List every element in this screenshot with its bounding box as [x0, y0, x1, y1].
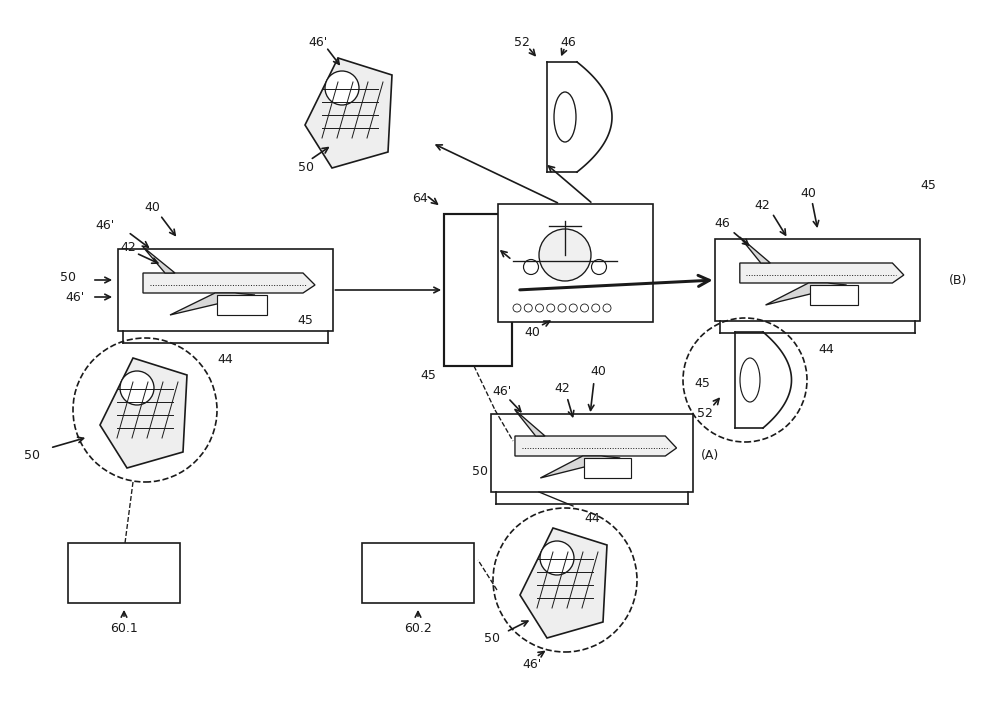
Polygon shape	[515, 410, 545, 436]
Text: 42: 42	[554, 382, 570, 395]
Circle shape	[558, 304, 566, 312]
Polygon shape	[143, 247, 175, 273]
Text: 50: 50	[24, 448, 40, 461]
Text: 46: 46	[560, 36, 576, 49]
Text: 50: 50	[60, 270, 76, 284]
Text: 44: 44	[584, 513, 600, 526]
Text: 52: 52	[697, 407, 713, 420]
Circle shape	[120, 371, 154, 405]
Text: 45: 45	[694, 377, 710, 390]
Text: 40: 40	[590, 365, 606, 378]
Circle shape	[569, 304, 577, 312]
Bar	[118, 249, 333, 331]
Text: 46': 46'	[65, 290, 85, 303]
Polygon shape	[766, 283, 847, 305]
Text: 46': 46'	[492, 385, 512, 398]
Text: 42: 42	[120, 240, 136, 254]
Text: 45: 45	[920, 179, 936, 192]
Bar	[491, 414, 693, 492]
Polygon shape	[100, 358, 187, 468]
Text: 64: 64	[412, 192, 428, 204]
Text: 46': 46'	[96, 219, 115, 232]
Circle shape	[592, 260, 606, 275]
Text: 52: 52	[514, 36, 530, 49]
Circle shape	[513, 304, 521, 312]
Text: 45: 45	[420, 368, 436, 382]
Text: 46: 46	[714, 217, 730, 230]
Text: 40: 40	[524, 325, 540, 338]
Circle shape	[547, 304, 555, 312]
Text: 46': 46'	[522, 659, 542, 671]
Text: 44: 44	[818, 342, 834, 355]
Bar	[362, 543, 474, 603]
Polygon shape	[305, 58, 392, 168]
Text: 40: 40	[144, 200, 160, 214]
Bar	[444, 214, 512, 366]
Bar	[584, 458, 631, 478]
Bar	[498, 204, 652, 322]
Text: 50: 50	[298, 160, 314, 174]
Circle shape	[580, 304, 588, 312]
Polygon shape	[515, 436, 677, 456]
Text: 60.1: 60.1	[110, 623, 138, 636]
Text: 44: 44	[217, 352, 233, 365]
Bar	[715, 239, 920, 321]
Circle shape	[592, 304, 600, 312]
Polygon shape	[740, 237, 770, 263]
Text: 46': 46'	[308, 36, 328, 49]
Circle shape	[523, 260, 538, 275]
Polygon shape	[520, 528, 607, 638]
Text: 40: 40	[800, 187, 816, 199]
Bar	[810, 285, 858, 305]
Bar	[217, 295, 267, 315]
Polygon shape	[170, 293, 255, 315]
Circle shape	[539, 229, 591, 281]
Text: 60.2: 60.2	[404, 623, 432, 636]
Circle shape	[524, 304, 532, 312]
Circle shape	[603, 304, 611, 312]
Text: 50: 50	[484, 633, 500, 646]
Text: 45: 45	[297, 313, 313, 327]
Circle shape	[325, 71, 359, 105]
Polygon shape	[143, 273, 315, 293]
Circle shape	[535, 304, 543, 312]
Bar	[68, 543, 180, 603]
Polygon shape	[540, 456, 620, 478]
Circle shape	[540, 541, 574, 575]
Text: 42: 42	[754, 199, 770, 212]
Text: (A): (A)	[701, 448, 719, 461]
Text: 50: 50	[472, 465, 488, 478]
Text: (B): (B)	[949, 274, 967, 287]
Polygon shape	[740, 263, 904, 283]
